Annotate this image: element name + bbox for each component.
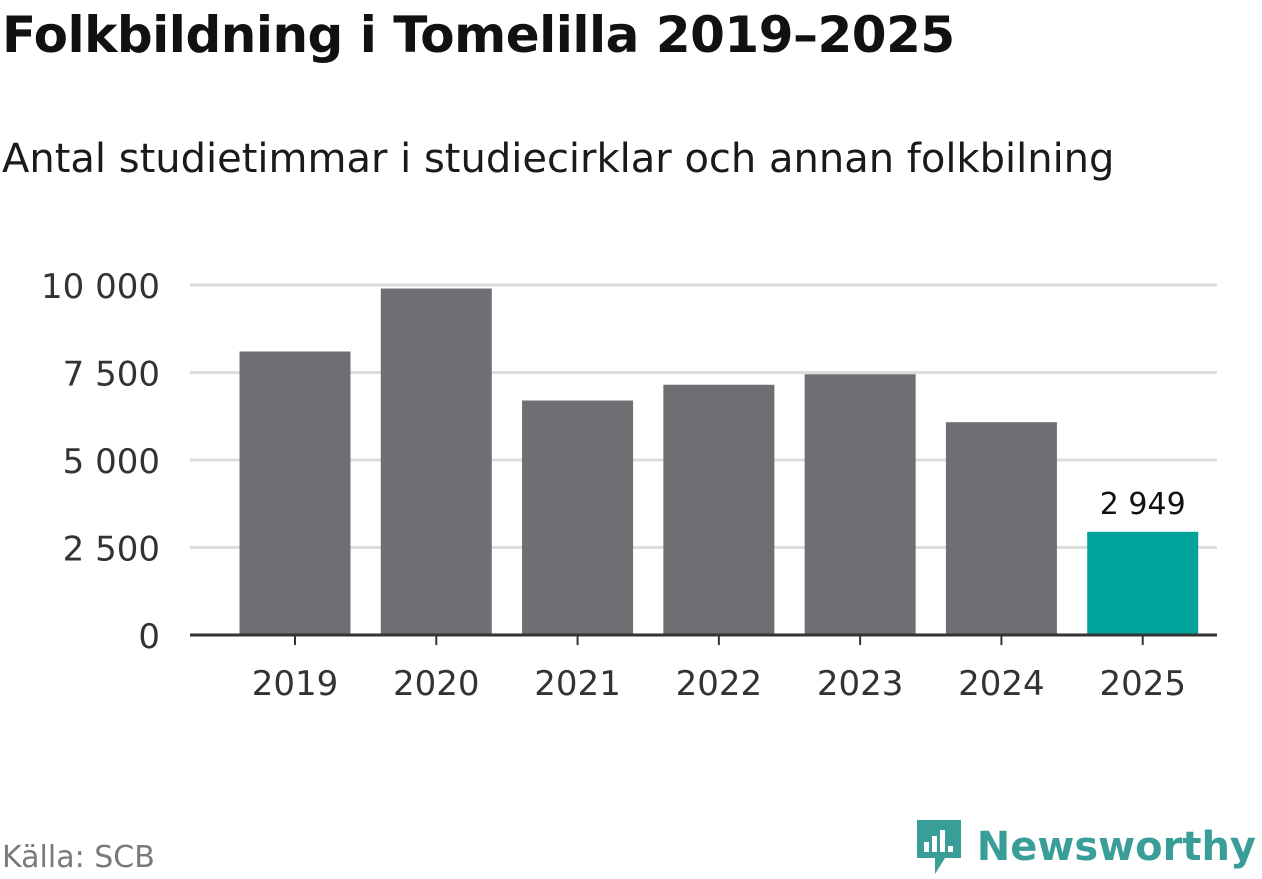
chart-subtitle: Antal studietimmar i studiecirklar och a… (2, 136, 1115, 182)
x-tick-label: 2022 (676, 664, 763, 704)
x-tick-label: 2020 (393, 664, 480, 704)
data-label: 2 949 (1100, 487, 1186, 522)
chart-title: Folkbildning i Tomelilla 2019–2025 (2, 6, 955, 64)
source-note: Källa: SCB (2, 840, 155, 875)
brand-name: Newsworthy (976, 824, 1256, 870)
bar (804, 374, 916, 635)
newsworthy-logo-icon (916, 820, 961, 874)
bar (522, 400, 634, 635)
y-tick-label: 2 500 (63, 530, 160, 570)
x-tick-label: 2019 (252, 664, 339, 704)
y-tick-label: 0 (138, 617, 160, 657)
x-tick-label: 2023 (817, 664, 904, 704)
bar (1087, 531, 1199, 635)
y-tick-label: 10 000 (41, 267, 160, 307)
y-tick-label: 5 000 (63, 442, 160, 482)
x-tick-label: 2025 (1099, 664, 1186, 704)
bar (945, 422, 1057, 635)
brand: Newsworthy (915, 818, 1256, 876)
bar (663, 384, 775, 635)
x-tick-label: 2021 (534, 664, 621, 704)
bar (380, 288, 492, 635)
y-tick-label: 7 500 (63, 355, 160, 395)
x-tick-label: 2024 (958, 664, 1045, 704)
bar (239, 351, 351, 635)
